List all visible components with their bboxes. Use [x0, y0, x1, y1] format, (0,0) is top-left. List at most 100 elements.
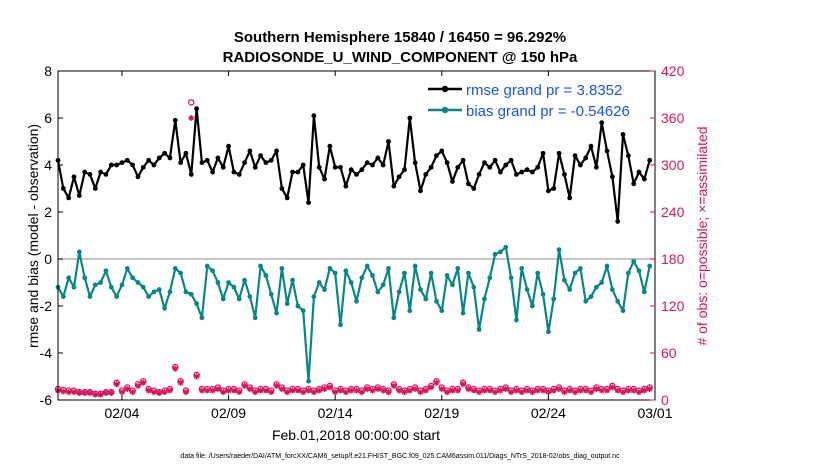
rmse-point [482, 160, 487, 166]
rmse-point [279, 186, 285, 191]
bias-point [215, 280, 221, 285]
obs-assimilated-point [428, 384, 435, 391]
bias-point [540, 291, 546, 297]
obs-assimilated-point [257, 387, 264, 394]
rmse-point [391, 183, 397, 189]
rmse-point [386, 139, 391, 144]
rmse-point [199, 160, 205, 166]
left-axis: -6 -4 -2 0 2 4 6 8 [40, 63, 63, 408]
bias-point [311, 294, 317, 299]
obs-assimilated-point [134, 382, 141, 389]
bias-point [556, 247, 562, 253]
rmse-point [428, 164, 434, 170]
bias-point [71, 284, 77, 290]
right-tick-label: 60 [661, 345, 677, 361]
legend-bias-marker [441, 106, 449, 114]
rmse-point [311, 113, 317, 119]
bias-point [268, 291, 274, 297]
rmse-point [87, 172, 93, 177]
obs-assimilated-point [369, 387, 376, 394]
bias-point [412, 263, 418, 269]
x-tick-label: 02/19 [424, 405, 459, 421]
bias-point [434, 298, 439, 304]
obs-assimilated-point [129, 389, 136, 396]
obs-assimilated-point [86, 389, 93, 396]
left-tick-label: 8 [44, 63, 52, 79]
obs-assimilated-point [390, 382, 397, 389]
rmse-point [359, 167, 365, 173]
chart-title-line2: RADIOSONDE_U_WIND_COMPONENT @ 150 hPa [223, 49, 578, 66]
rmse-point [258, 153, 263, 159]
obs-assimilated-point [332, 389, 339, 396]
rmse-point [487, 164, 493, 170]
legend: rmse grand pr = 3.8352 bias grand pr = -… [423, 78, 648, 120]
rmse-line [56, 107, 651, 223]
obs-assimilated-point [108, 389, 115, 396]
obs-assimilated-point [172, 365, 179, 372]
legend-bias-label: bias grand pr = -0.54626 [466, 103, 630, 120]
obs-assimilated-point [598, 387, 605, 394]
obs-assimilated-point [540, 387, 547, 394]
left-tick-label: 2 [44, 204, 52, 220]
bias-point [316, 280, 322, 285]
bias-point [354, 298, 359, 304]
bias-point [503, 244, 509, 250]
obs-assimilated-point [70, 389, 77, 396]
obs-assimilated-point [150, 389, 157, 396]
x-tick-label: 02/14 [318, 405, 353, 421]
bias-point [577, 266, 583, 271]
bias-point [423, 296, 429, 302]
bias-point [284, 301, 290, 307]
rmse-point [583, 155, 589, 161]
obs-assimilated-point [342, 389, 349, 396]
rmse-point [130, 162, 136, 168]
rmse-point [140, 164, 146, 170]
rmse-point [60, 186, 66, 191]
obs-assimilated-point [289, 387, 296, 394]
plot-frame [57, 70, 656, 401]
bias-point [82, 275, 88, 281]
bias-point [290, 277, 295, 283]
obs-assimilated-point [300, 389, 307, 396]
obs-assimilated-point [497, 387, 504, 394]
right-tick-label: 0 [661, 392, 669, 408]
obs-assimilated-point [188, 115, 195, 121]
obs-assimilated-point [401, 389, 408, 396]
obs-assimilated-point [236, 389, 243, 396]
obs-assimilated-point [465, 386, 472, 393]
rmse-point [503, 162, 509, 168]
rmse-point [194, 106, 199, 111]
rmse-point [476, 172, 482, 177]
rmse-point [556, 150, 562, 156]
obs-assimilated-point [214, 386, 221, 393]
bias-point [258, 263, 263, 269]
obs-assimilated-point [268, 389, 275, 396]
rmse-point [604, 148, 610, 154]
obs-assimilated-point [305, 387, 312, 394]
rmse-point [530, 169, 535, 175]
bias-point [348, 280, 354, 285]
obs-assimilated-point [204, 387, 211, 394]
rmse-point [98, 169, 104, 175]
obs-possible-point [188, 99, 195, 106]
rmse-point [66, 195, 72, 201]
bias-point [609, 287, 615, 292]
rmse-point [561, 172, 567, 177]
obs-assimilated-point [273, 382, 280, 389]
bias-point [604, 263, 610, 269]
bias-point [396, 289, 402, 295]
rmse-point [402, 167, 407, 173]
rmse-point [370, 162, 375, 168]
bias-point [332, 270, 338, 276]
obs-assimilated-point [177, 379, 184, 386]
rmse-point [466, 181, 471, 187]
rmse-point [535, 164, 541, 170]
bias-point [476, 327, 482, 332]
rmse-point [631, 181, 637, 187]
rmse-point [423, 172, 429, 177]
rmse-point [76, 193, 82, 198]
obs-assimilated-point [262, 387, 269, 394]
legend-rmse-marker [441, 85, 449, 93]
bias-point [439, 308, 445, 314]
rmse-point [380, 162, 386, 168]
